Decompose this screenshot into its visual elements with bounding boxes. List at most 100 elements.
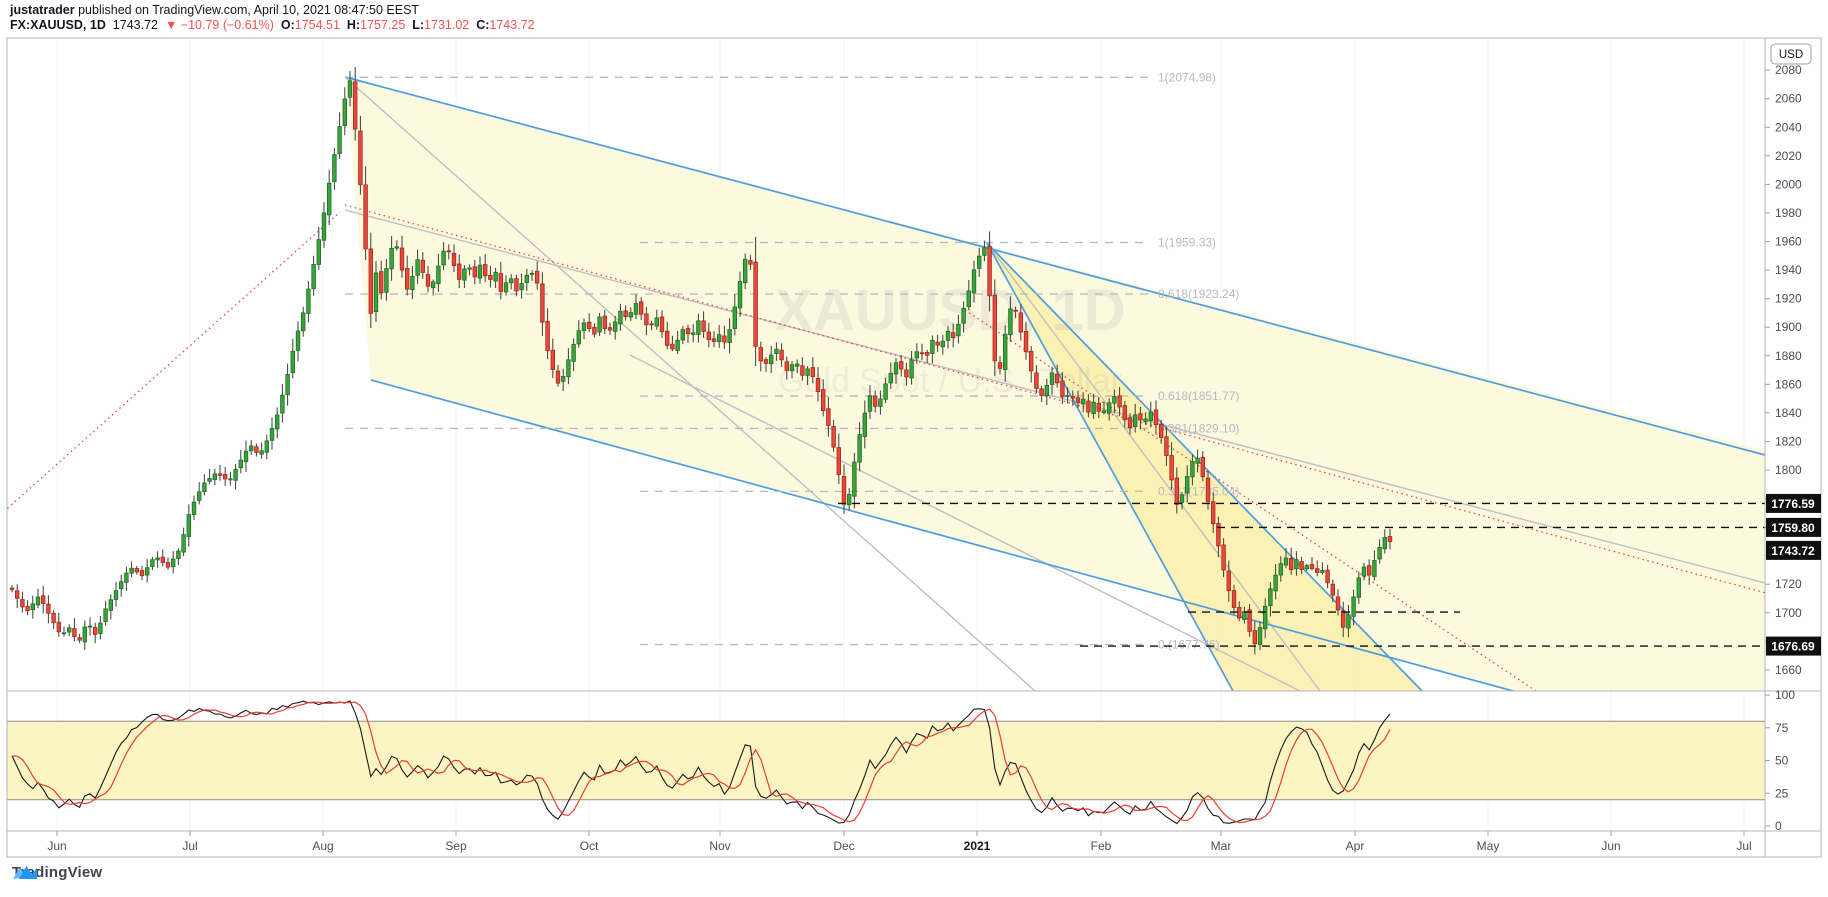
price-badge (1766, 517, 1821, 537)
candle-up (717, 334, 722, 343)
price-tick-label: 1860 (1775, 377, 1802, 391)
candle-up (1356, 577, 1361, 598)
candle-down (404, 268, 410, 290)
candle-up (316, 239, 321, 265)
candle-up (332, 154, 337, 183)
candle-down (1122, 405, 1127, 421)
candle-up (274, 414, 280, 430)
stochastic-axis[interactable]: 100 75 50 25 0 (1765, 688, 1795, 833)
stoch-tick-label: 0 (1775, 819, 1782, 833)
candle-down (139, 570, 145, 577)
candle-up (87, 625, 93, 628)
gray-trendline (629, 354, 1301, 691)
candle-down (472, 266, 477, 278)
candle-up (633, 303, 639, 315)
price-tick-label: 1960 (1775, 235, 1802, 249)
candle-down (456, 263, 462, 280)
candle-up (519, 283, 524, 291)
candle-down (56, 621, 61, 633)
candle-up (1268, 588, 1273, 607)
candle-down (758, 347, 763, 362)
candle-down (550, 349, 555, 370)
candle-down (399, 247, 405, 271)
stochastic-d-line (12, 701, 1391, 824)
time-axis[interactable]: Jun Jul Aug Sep Oct Nov Dec 2021 Feb Mar Apr May Jun… (47, 831, 1752, 853)
candle-up (945, 330, 951, 341)
candle-down (1086, 400, 1091, 413)
high-label: H: (346, 18, 361, 32)
candle-down (446, 250, 451, 253)
candle-up (789, 364, 795, 372)
candle-up (269, 428, 275, 441)
candle-down (1153, 409, 1159, 426)
price-axis[interactable]: 2080 2060 2040 2020 2000 1980 1960 1940 1920 1900… (1765, 63, 1802, 677)
tradingview-logo-icon (13, 866, 37, 879)
candle-up (129, 567, 134, 574)
gray-trendline (344, 209, 1765, 584)
price-badge (1766, 493, 1821, 513)
last-price: 1743.72 (112, 18, 158, 32)
candle-up (1351, 596, 1356, 617)
candle-down (378, 271, 384, 294)
candle-down (997, 362, 1003, 369)
candle-down (368, 248, 373, 314)
blue-channel-line (986, 242, 1234, 691)
price-badge-label: 1676.69 (1771, 640, 1815, 654)
candle-up (1361, 566, 1367, 577)
candle-down (93, 627, 98, 635)
candle-down (425, 274, 431, 287)
candlestick-series (9, 67, 1393, 655)
candle-down (1387, 536, 1393, 543)
candle-up (883, 383, 888, 400)
month-label: Feb (1091, 839, 1112, 853)
candle-down (873, 395, 878, 407)
candle-up (909, 359, 914, 379)
month-label: Oct (580, 839, 599, 853)
candle-up (477, 264, 483, 279)
candle-up (675, 339, 680, 351)
stoch-tick-label: 50 (1775, 754, 1789, 768)
byline: justatrader published on TradingView.com… (10, 3, 535, 18)
price-badges: 1776.59 1759.80 1743.72 1676.69 (1766, 493, 1821, 656)
tradingview-logo[interactable]: TradingView (12, 864, 102, 881)
currency-badge[interactable]: USD (1770, 43, 1812, 65)
candle-up (893, 362, 899, 375)
candle-up (857, 434, 862, 463)
candle-down (1226, 570, 1231, 592)
candle-up (1101, 410, 1107, 413)
candle-up (571, 343, 576, 362)
candle-up (805, 368, 810, 376)
candle-up (30, 603, 35, 611)
candle-up (1143, 418, 1148, 423)
price-tick-label: 2040 (1775, 120, 1802, 134)
candle-down (1289, 558, 1294, 570)
candle-down (20, 599, 25, 608)
price-badge-label: 1759.80 (1771, 521, 1815, 535)
candle-down (14, 590, 20, 599)
candle-down (899, 361, 904, 370)
candle-down (815, 378, 821, 393)
price-tick-label: 1880 (1775, 349, 1802, 363)
price-badge-label: 1776.59 (1771, 497, 1815, 511)
candle-down (1013, 309, 1018, 312)
price-tick-label: 1800 (1775, 463, 1802, 477)
price-tick-label: 1660 (1775, 663, 1802, 677)
candle-up (566, 359, 571, 378)
month-label: Mar (1211, 839, 1232, 853)
candle-down (1367, 565, 1372, 576)
candle-up (124, 572, 129, 583)
month-label: May (1477, 839, 1500, 853)
candle-up (384, 268, 389, 293)
fib-label: 0.381(1785.04) (1158, 484, 1239, 498)
candle-down (800, 365, 805, 376)
price-badge-label: 1743.72 (1771, 544, 1815, 558)
year-label: 2021 (964, 839, 991, 853)
candle-up (977, 255, 982, 269)
candle-down (1075, 397, 1081, 403)
candle-down (222, 474, 228, 480)
price-tick-label: 1940 (1775, 263, 1802, 277)
candle-down (165, 562, 171, 568)
stochastic-pane (7, 700, 1765, 825)
candle-up (982, 247, 987, 256)
